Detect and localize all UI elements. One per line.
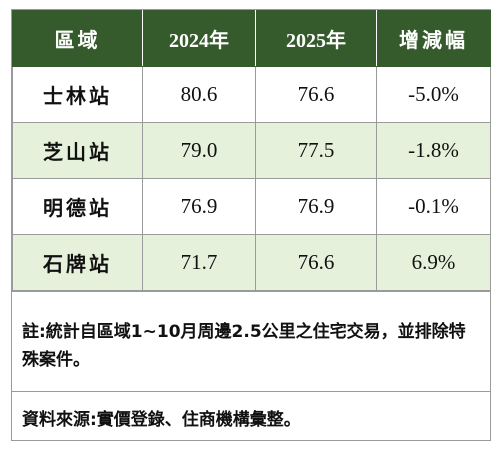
value-2025-cell: 76.9 [255,178,377,235]
data-source: 資料來源:實價登錄、住商機構彙整。 [12,391,490,453]
table-header-row: 區域 2024年 2025年 增減幅 [12,10,491,67]
header-2024: 2024年 [142,10,256,67]
station-cell: 明德站 [12,178,143,235]
price-comparison-sheet: 區域 2024年 2025年 增減幅 士林站 80.6 76.6 -5.0% 芝… [11,9,491,441]
table-row: 石牌站 71.7 76.6 6.9% [12,234,491,291]
header-2025: 2025年 [255,10,377,67]
value-2025-cell: 76.6 [255,66,377,123]
station-cell: 芝山站 [12,122,143,179]
value-2024-cell: 79.0 [142,122,256,179]
value-2024-cell: 80.6 [142,66,256,123]
value-2025-cell: 76.6 [255,234,377,291]
station-cell: 石牌站 [12,234,143,291]
change-cell: -1.8% [376,122,491,179]
header-change: 增減幅 [376,10,491,67]
change-cell: -5.0% [376,66,491,123]
value-2024-cell: 71.7 [142,234,256,291]
footnote: 註:統計自區域1~10月周邊2.5公里之住宅交易，並排除特殊案件。 [12,291,490,391]
value-2025-cell: 77.5 [255,122,377,179]
change-cell: 6.9% [376,234,491,291]
table-row: 士林站 80.6 76.6 -5.0% [12,66,491,123]
station-cell: 士林站 [12,66,143,123]
header-region: 區域 [12,10,143,67]
change-cell: -0.1% [376,178,491,235]
price-table: 區域 2024年 2025年 增減幅 士林站 80.6 76.6 -5.0% 芝… [12,10,491,291]
table-row: 明德站 76.9 76.9 -0.1% [12,178,491,235]
table-row: 芝山站 79.0 77.5 -1.8% [12,122,491,179]
value-2024-cell: 76.9 [142,178,256,235]
